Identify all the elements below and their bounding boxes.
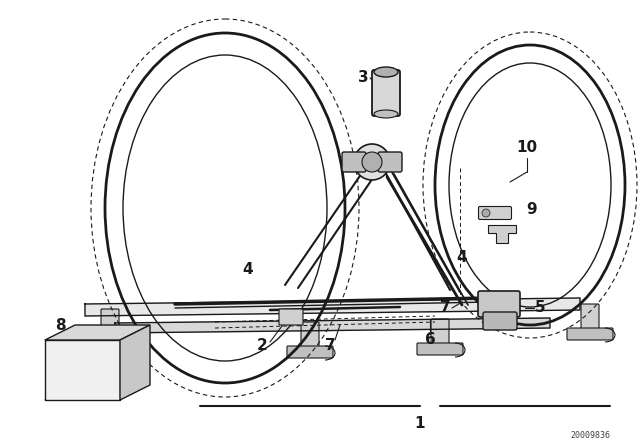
Bar: [45, 340, 120, 400]
Circle shape: [362, 152, 382, 172]
Polygon shape: [85, 298, 580, 316]
Text: 5: 5: [534, 301, 545, 315]
FancyBboxPatch shape: [301, 322, 319, 352]
Text: 4: 4: [457, 250, 467, 266]
Text: 20009836: 20009836: [570, 431, 610, 440]
FancyBboxPatch shape: [483, 312, 517, 330]
Text: 7: 7: [440, 301, 451, 315]
FancyBboxPatch shape: [287, 346, 333, 358]
FancyBboxPatch shape: [478, 291, 520, 317]
Ellipse shape: [374, 110, 398, 118]
FancyBboxPatch shape: [378, 152, 402, 172]
Circle shape: [482, 209, 490, 217]
Polygon shape: [115, 318, 550, 333]
FancyBboxPatch shape: [567, 328, 613, 340]
Ellipse shape: [374, 67, 398, 77]
Text: 6: 6: [424, 332, 435, 348]
Text: 1: 1: [415, 417, 425, 431]
Text: 10: 10: [516, 141, 538, 155]
Text: 3: 3: [358, 70, 368, 86]
FancyBboxPatch shape: [581, 304, 599, 334]
Polygon shape: [488, 225, 516, 243]
Circle shape: [354, 144, 390, 180]
Text: 2: 2: [257, 339, 268, 353]
FancyBboxPatch shape: [101, 309, 119, 339]
Text: 7: 7: [324, 339, 335, 353]
Text: 9: 9: [527, 202, 538, 217]
FancyBboxPatch shape: [342, 152, 366, 172]
Polygon shape: [45, 325, 150, 340]
FancyBboxPatch shape: [417, 343, 463, 355]
FancyBboxPatch shape: [372, 70, 400, 116]
FancyBboxPatch shape: [431, 319, 449, 349]
Polygon shape: [120, 325, 150, 400]
Text: 8: 8: [54, 319, 65, 333]
FancyBboxPatch shape: [87, 333, 133, 345]
FancyBboxPatch shape: [479, 207, 511, 220]
Text: 4: 4: [243, 263, 253, 277]
FancyBboxPatch shape: [279, 309, 303, 325]
